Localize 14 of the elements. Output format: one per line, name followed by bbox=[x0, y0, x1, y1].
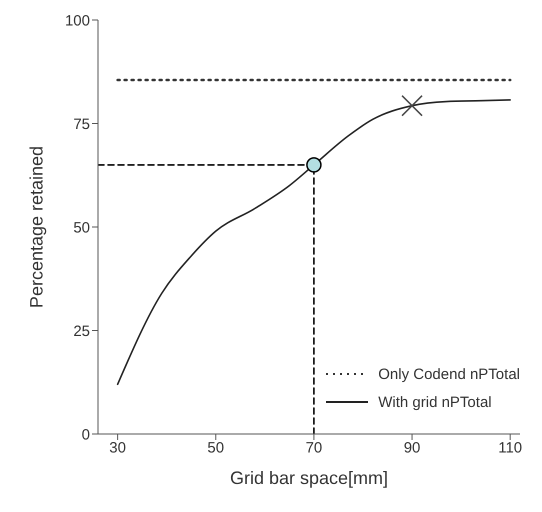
x-tick-label: 50 bbox=[207, 440, 224, 457]
x-axis-title: Grid bar space[mm] bbox=[230, 468, 388, 488]
y-tick-label: 25 bbox=[73, 322, 90, 340]
y-tick-label: 100 bbox=[64, 12, 90, 30]
x-tick-label: 90 bbox=[404, 440, 420, 457]
x-tick-label: 30 bbox=[109, 440, 126, 457]
x-tick-label: 110 bbox=[498, 440, 522, 457]
y-tick-label: 75 bbox=[73, 116, 90, 133]
legend-label: With grid nPTotal bbox=[378, 394, 492, 410]
y-axis-title: Percentage retained bbox=[26, 146, 46, 308]
x-tick-label: 70 bbox=[306, 440, 322, 457]
y-tick-label: 0 bbox=[82, 426, 90, 444]
legend-label: Only Codend nPTotal bbox=[378, 366, 520, 382]
y-tick-label: 50 bbox=[73, 219, 90, 236]
